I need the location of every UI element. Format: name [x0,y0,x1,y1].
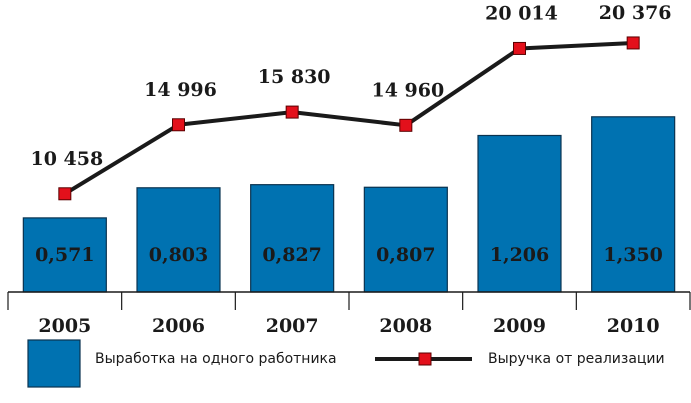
line-value-label: 14 996 [144,79,217,101]
x-tick-label: 2010 [607,315,660,337]
bar-value-label: 0,807 [376,244,436,266]
line-value-label: 20 014 [485,2,558,24]
bar-value-label: 0,827 [262,244,322,266]
x-tick-label: 2006 [152,315,205,337]
line-value-label: 14 960 [371,79,444,101]
bar [250,184,335,293]
bar-value-label: 1,350 [603,244,663,266]
bar-value-label: 0,803 [149,244,209,266]
x-tick-label: 2009 [493,315,546,337]
line-marker [285,105,299,119]
line-value-label: 15 830 [258,66,331,88]
bar [136,187,221,293]
legend-label: Выручка от реализации [488,351,665,367]
legend-swatch [27,339,81,388]
line [63,40,634,196]
bar [591,116,676,293]
line-marker [626,36,640,50]
line-value-label: 10 458 [30,148,103,170]
legend-label: Выработка на одного работника [95,351,337,367]
bar [22,217,107,293]
bar-value-label: 0,571 [35,244,95,266]
bar [477,134,562,293]
x-tick-label: 2008 [379,315,432,337]
line-marker [58,187,72,201]
bar [363,186,448,293]
legend-marker [418,352,432,366]
x-tick-label: 2007 [266,315,319,337]
bar-value-label: 1,206 [490,244,550,266]
line-marker [172,118,185,132]
line-marker [399,118,413,132]
line-value-label: 20 376 [599,2,672,24]
x-tick-label: 2005 [38,315,91,337]
line-marker [513,41,526,55]
